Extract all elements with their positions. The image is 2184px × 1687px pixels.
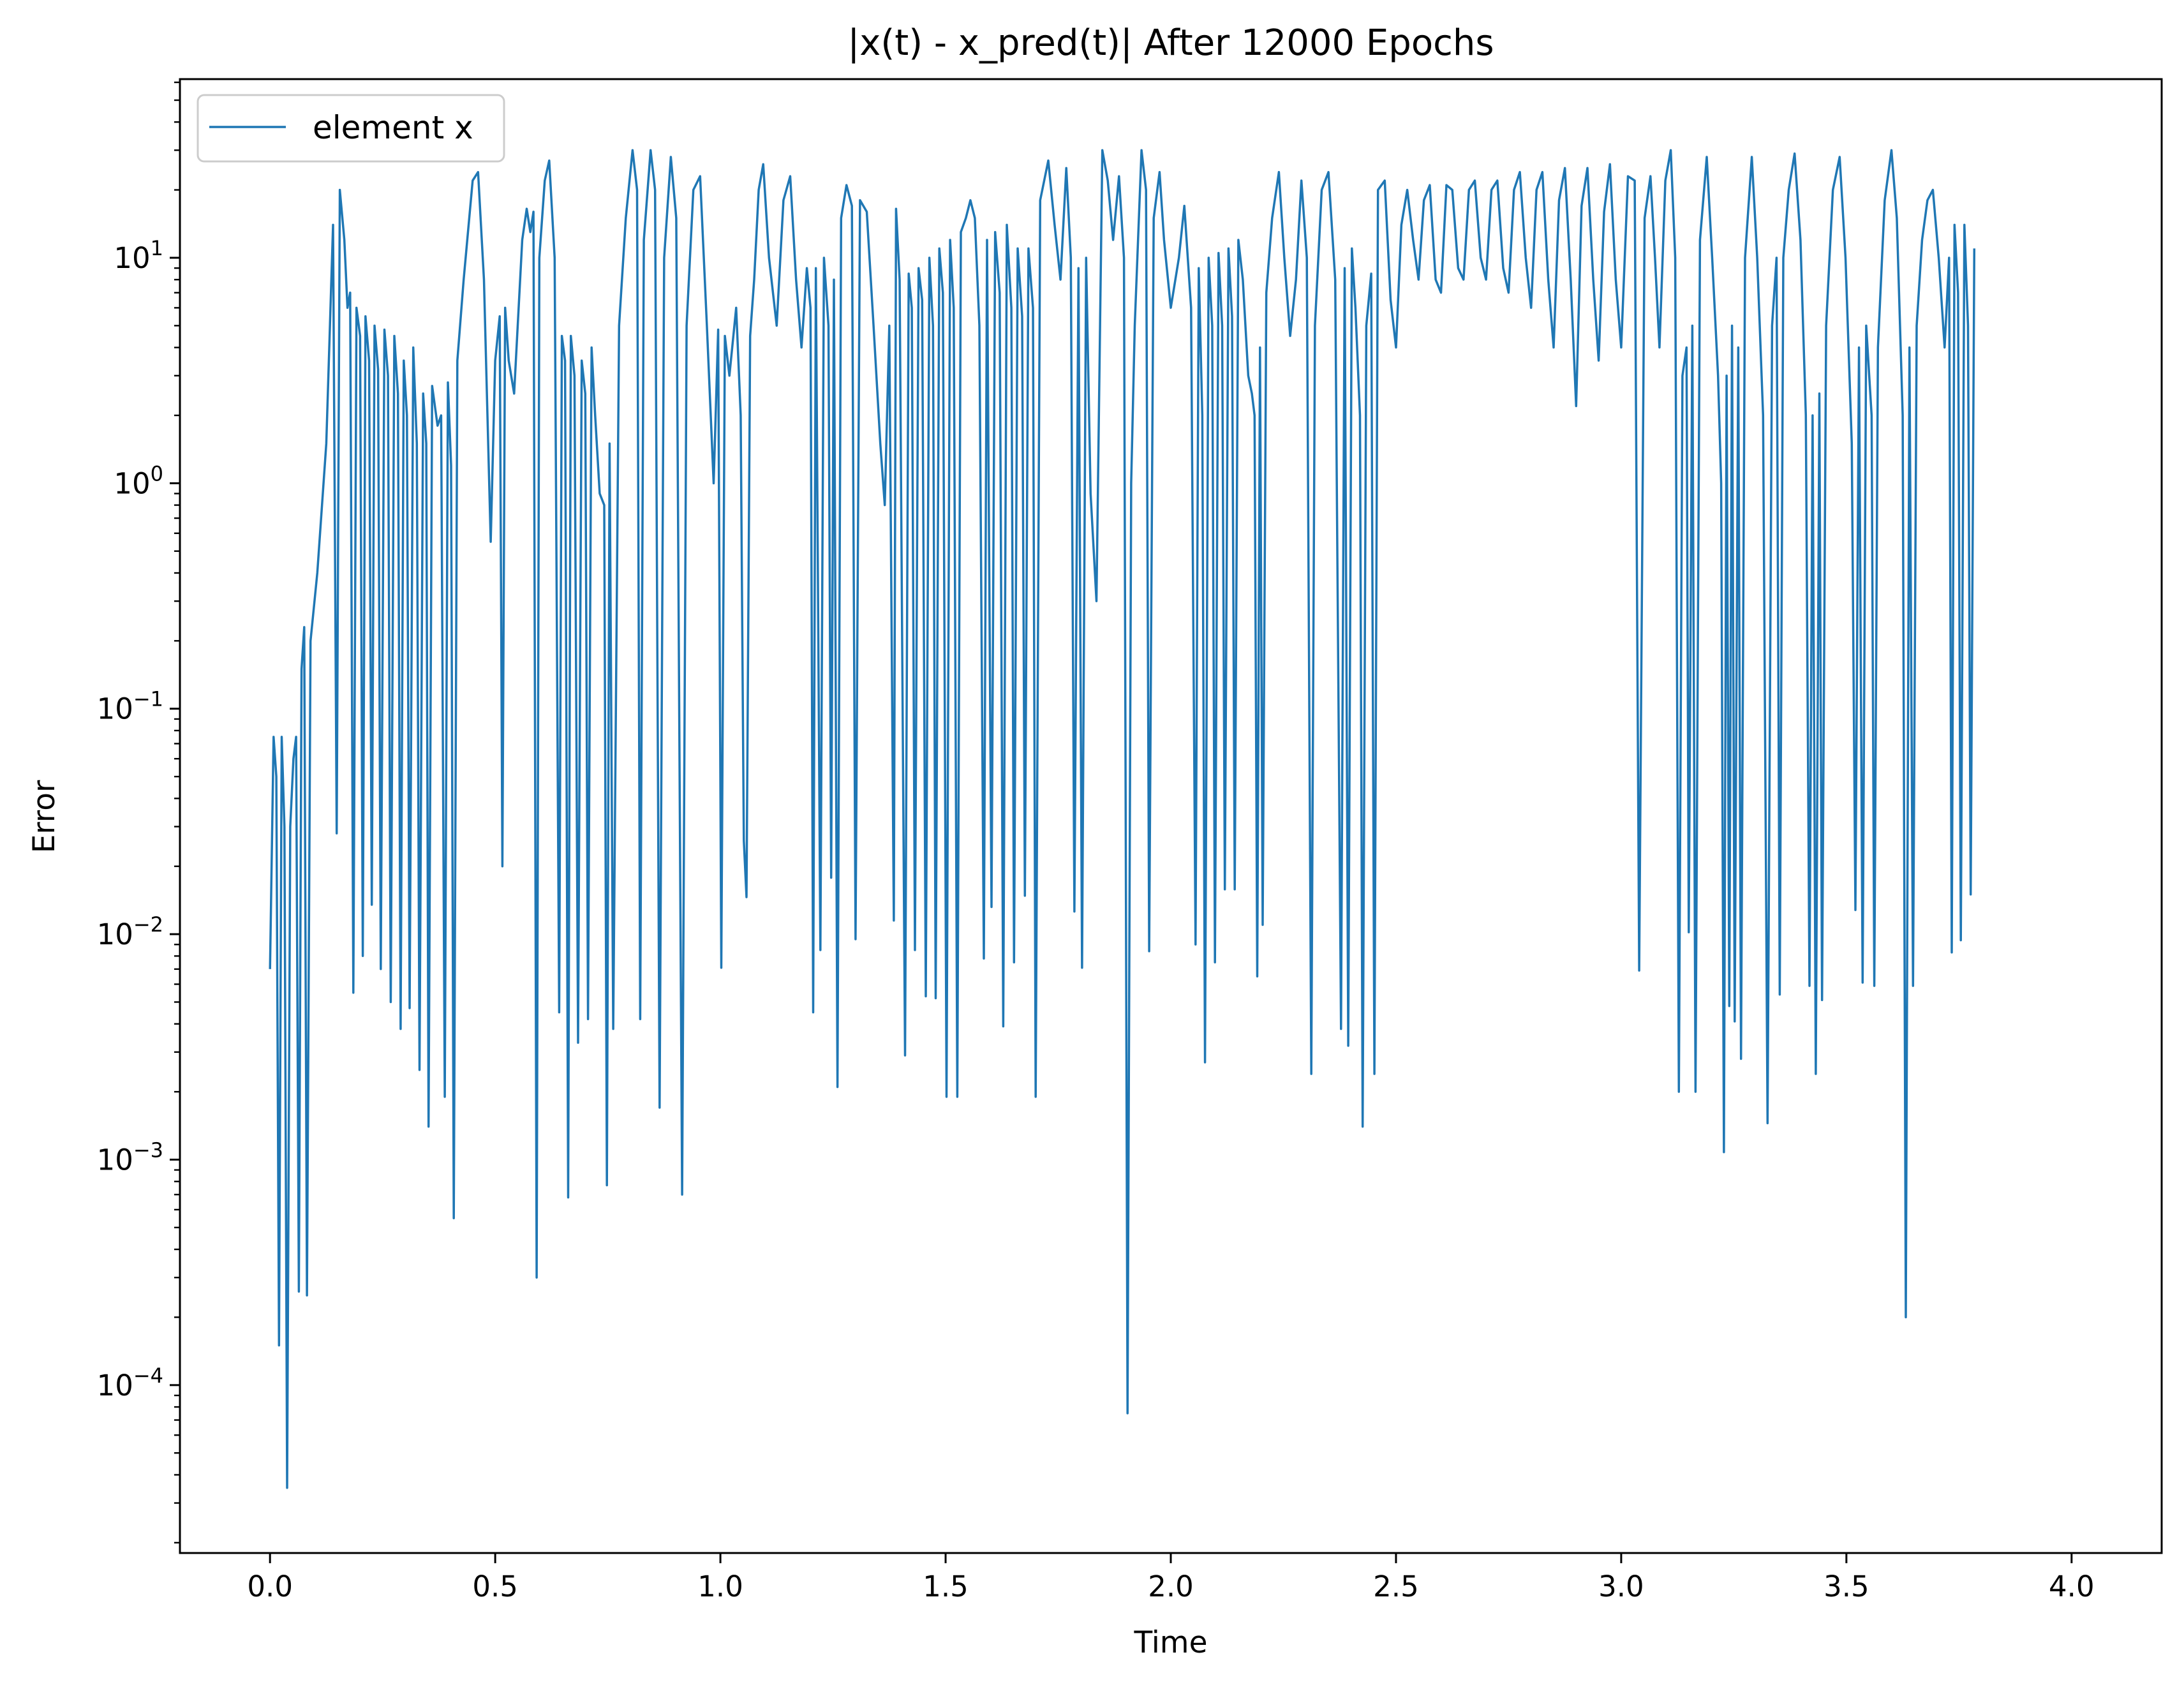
x-axis-label: Time <box>1133 1625 1207 1660</box>
y-tick-exponent: −1 <box>133 687 163 711</box>
x-tick-label: 1.0 <box>697 1570 743 1603</box>
series-line-element-x <box>269 149 1976 1489</box>
x-tick-label: 4.0 <box>2049 1570 2095 1603</box>
x-tick-label: 2.5 <box>1373 1570 1419 1603</box>
x-tick-label: 3.5 <box>1824 1570 1869 1603</box>
x-axis-ticks: 0.0 0.5 1.0 1.5 2.0 2.5 3.0 3.5 4.0 <box>247 1553 2095 1603</box>
x-tick-label: 2.0 <box>1148 1570 1194 1603</box>
y-tick-label: 101 <box>114 236 163 275</box>
y-tick-exponent: −4 <box>133 1364 163 1388</box>
y-tick-exponent: 0 <box>151 461 163 486</box>
y-tick-label: 10−3 <box>97 1138 163 1177</box>
x-tick-label: 3.0 <box>1598 1570 1644 1603</box>
plot-area <box>269 149 1976 1489</box>
y-tick-label: 10−1 <box>97 687 163 726</box>
plot-frame <box>179 78 2163 1554</box>
legend-frame <box>197 94 505 163</box>
y-tick-base: 10 <box>97 1143 133 1177</box>
y-axis-label: Error <box>27 780 62 853</box>
y-tick-base: 10 <box>97 692 133 726</box>
y-tick-label: 10−4 <box>97 1364 163 1402</box>
y-tick-base: 10 <box>114 241 150 275</box>
chart-title: |x(t) - x_pred(t)| After 12000 Epochs <box>847 22 1494 64</box>
y-tick-exponent: 1 <box>151 236 163 260</box>
y-tick-base: 10 <box>114 466 150 500</box>
y-tick-base: 10 <box>97 918 133 951</box>
x-tick-label: 0.0 <box>247 1570 293 1603</box>
y-tick-label: 100 <box>114 461 163 500</box>
y-tick-exponent: −2 <box>133 912 163 937</box>
legend-entry-element-x: element x <box>313 109 473 146</box>
y-tick-base: 10 <box>97 1369 133 1402</box>
y-tick-exponent: −3 <box>133 1138 163 1162</box>
legend: element x <box>197 94 505 163</box>
x-tick-label: 1.5 <box>923 1570 969 1603</box>
y-tick-label: 10−2 <box>97 912 163 951</box>
x-tick-label: 0.5 <box>472 1570 518 1603</box>
